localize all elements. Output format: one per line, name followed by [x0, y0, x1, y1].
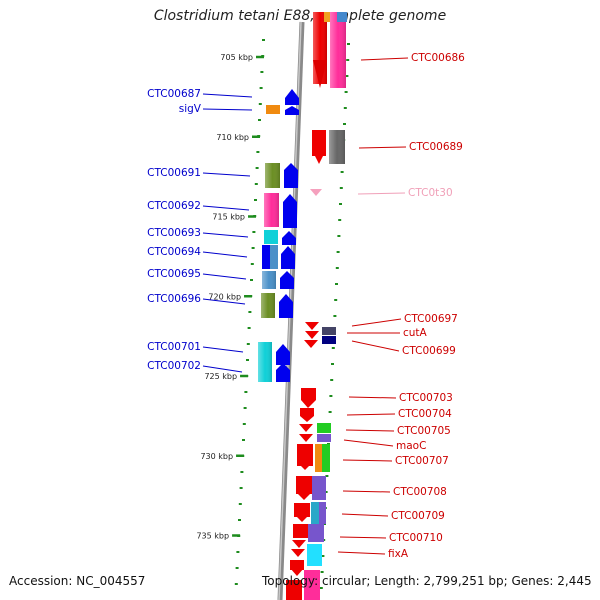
- tick-735: 735 kbp: [196, 532, 241, 541]
- gene-label-ctc00694[interactable]: CTC00694: [147, 246, 201, 258]
- forward-strand-features: [258, 89, 299, 382]
- leader-line: [346, 413, 396, 416]
- gene-label-ctc00707[interactable]: CTC00707: [395, 455, 449, 467]
- accession-label: Accession: NC_004557: [9, 574, 146, 588]
- gene-label-ctc00697[interactable]: CTC00697: [404, 313, 458, 325]
- leader-line: [348, 396, 397, 399]
- leader-line: [202, 108, 253, 111]
- tick-715: 715 kbp: [212, 213, 257, 222]
- tick-705: 705 kbp: [220, 53, 264, 62]
- leader-line: [351, 340, 400, 352]
- tick-label: 720 kbp: [208, 292, 241, 301]
- tick-725: 725 kbp: [204, 372, 249, 381]
- leader-line: [360, 57, 409, 61]
- gene-label-ctc00689[interactable]: CTC00689: [409, 141, 463, 153]
- gene-label-ctc00704[interactable]: CTC00704: [398, 408, 452, 420]
- gene-label-fixa[interactable]: fixA: [388, 548, 409, 560]
- gene-label-ctc00702[interactable]: CTC00702: [147, 360, 201, 372]
- gene-label-ctc00695[interactable]: CTC00695: [147, 268, 201, 280]
- tick-label: 715 kbp: [212, 213, 245, 222]
- genome-title: Clostridium tetani E88, complete genome: [153, 8, 447, 24]
- leader-line: [202, 205, 250, 211]
- tick-label: 705 kbp: [220, 53, 253, 62]
- gene-label-ctc00709[interactable]: CTC00709: [391, 510, 445, 522]
- position-ticks: 705 kbp 710 kbp 715 kbp 720 kbp 725 kbp 730 k…: [196, 53, 264, 541]
- gene-label-ctc00691[interactable]: CTC00691: [147, 167, 201, 179]
- gene-label-cuta[interactable]: cutA: [403, 327, 428, 339]
- leader-line: [357, 192, 406, 195]
- tick-label: 735 kbp: [196, 532, 229, 541]
- left-gene-labels: CTC00687 sigV CTC00691 CTC00692 CTC00693 CTC0…: [147, 88, 253, 373]
- genome-summary: Topology: circular; Length: 2,799,251 bp…: [262, 574, 592, 588]
- leader-line: [202, 298, 246, 305]
- tick-label: 710 kbp: [216, 133, 249, 142]
- leader-line: [202, 172, 251, 177]
- gene-label-ctc00703[interactable]: CTC00703: [399, 392, 453, 404]
- leader-line: [202, 251, 248, 258]
- reverse-strand-features: [286, 12, 347, 600]
- tick-720: 720 kbp: [208, 292, 253, 301]
- gene-label-ctc00705[interactable]: CTC00705: [397, 425, 451, 437]
- gene-label-ctc00699[interactable]: CTC00699: [402, 345, 456, 357]
- gene-label-ctc00687[interactable]: CTC00687: [147, 88, 201, 100]
- gene-label-ctc00710[interactable]: CTC00710: [389, 532, 443, 544]
- leader-line: [358, 146, 407, 149]
- leader-line: [342, 459, 393, 462]
- gene-label-ctc00701[interactable]: CTC00701: [147, 341, 201, 353]
- gene-label-ctc00693[interactable]: CTC00693: [147, 227, 201, 239]
- gene-label-maoc[interactable]: maoC: [396, 440, 426, 452]
- gene-label-sigv[interactable]: sigV: [179, 103, 202, 115]
- leader-line: [337, 551, 386, 555]
- tick-710: 710 kbp: [216, 133, 261, 142]
- leader-line: [202, 93, 253, 98]
- gene-label-ctc00686[interactable]: CTC00686: [411, 52, 465, 64]
- leader-line: [345, 429, 395, 432]
- tick-label: 730 kbp: [200, 452, 233, 461]
- gene-label-ctc00708[interactable]: CTC00708: [393, 486, 447, 498]
- gene-label-ctc00696[interactable]: CTC00696: [147, 293, 201, 305]
- gene-label-ctc00692[interactable]: CTC00692: [147, 200, 201, 212]
- tick-label: 725 kbp: [204, 372, 237, 381]
- leader-line: [342, 490, 391, 493]
- leader-line: [202, 232, 249, 238]
- tick-730: 730 kbp: [200, 452, 245, 461]
- leader-line: [351, 318, 402, 327]
- leader-line: [339, 536, 387, 539]
- leader-line: [343, 439, 394, 447]
- leader-line: [202, 273, 247, 280]
- leader-line: [202, 365, 243, 373]
- leader-line: [202, 346, 244, 353]
- gene-label-ctc0t30[interactable]: CTC0t30: [408, 187, 453, 199]
- leader-line: [341, 513, 389, 517]
- right-gene-labels: CTC00686 CTC00689 CTC0t30 CTC00697 cutA CTC00…: [337, 52, 465, 560]
